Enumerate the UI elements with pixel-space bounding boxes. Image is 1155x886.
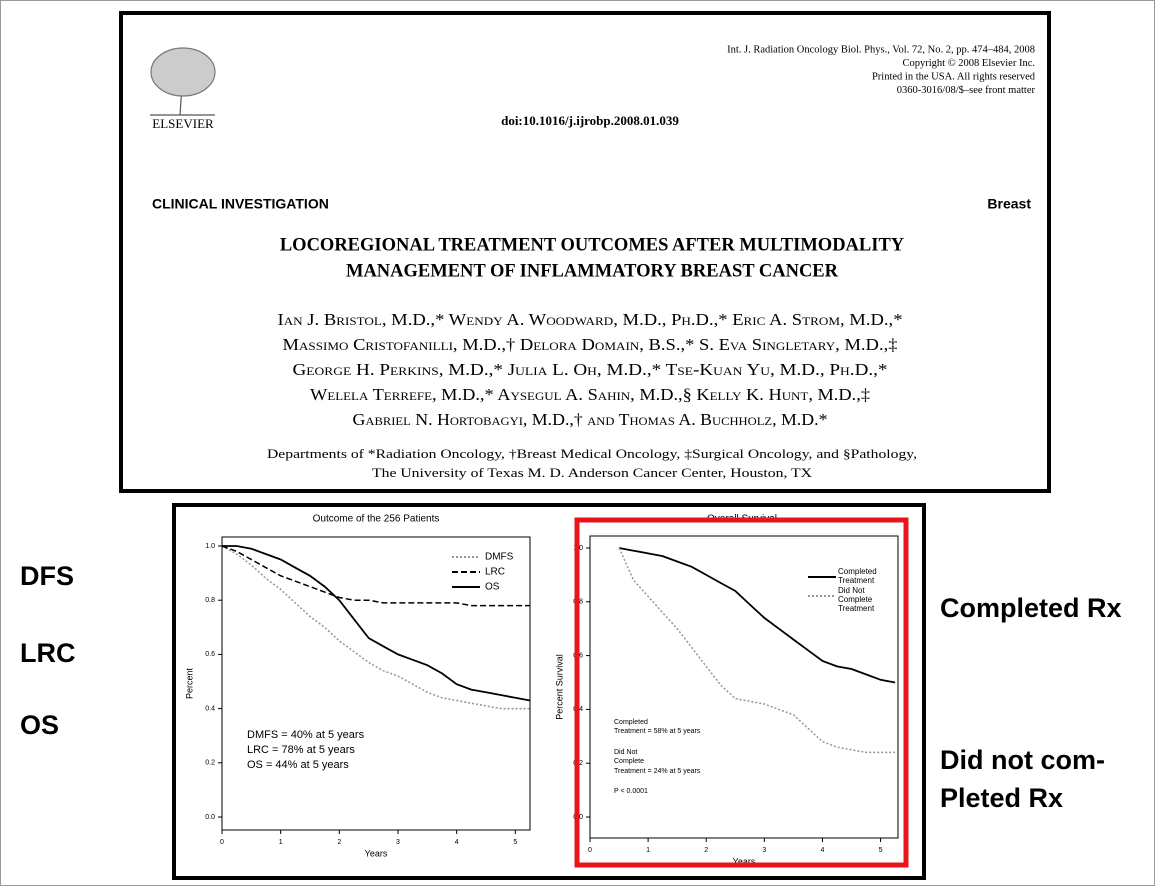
journal-line: Printed in the USA. All rights reserved [872, 71, 1036, 82]
author-line: Welela Terrefe, M.D.,* Aysegul A. Sahin,… [310, 385, 870, 404]
author-line: Ian J. Bristol, M.D.,* Wendy A. Woodward… [278, 310, 903, 329]
x-tick-label: 1 [279, 839, 283, 846]
x-tick-label: 1 [646, 847, 650, 854]
x-tick-label: 2 [704, 847, 708, 854]
legend-entry: Did Not Complete Treatment [838, 586, 875, 613]
x-tick-label: 3 [762, 847, 766, 854]
legend-label: LRC [485, 567, 505, 578]
chart-title: Outcome of the 256 Patients [313, 514, 440, 525]
annotation: Treatment = 58% at 5 years [614, 728, 701, 735]
x-axis-label: Years [733, 856, 756, 866]
survival-curve [222, 545, 531, 702]
survival-curve [221, 545, 530, 607]
annotation: Complete [614, 758, 644, 765]
y-tick-label: 0.4 [205, 705, 215, 712]
annotation: LRC = 78% at 5 years [247, 744, 355, 756]
doi: doi:10.1016/j.ijrobp.2008.01.039 [501, 113, 679, 128]
x-tick-label: 2 [337, 839, 341, 846]
y-axis-label: Percent [184, 667, 194, 699]
plot-frame [589, 535, 899, 839]
side-label: Completed Rx [940, 593, 1122, 623]
annotation: Treatment = 24% at 5 years [614, 768, 701, 775]
survival-curve [618, 547, 896, 754]
x-tick-label: 0 [588, 847, 592, 854]
x-tick-label: 5 [879, 847, 883, 854]
y-tick-label: 0.6 [205, 651, 215, 658]
x-tick-label: 4 [455, 839, 459, 846]
author-line: Massimo Cristofanilli, M.D.,† Delora Dom… [283, 335, 898, 354]
legend-label: Completed Treatment [838, 567, 877, 585]
x-tick-label: 3 [396, 839, 400, 846]
publisher: ELSEVIER [152, 116, 214, 131]
author-line: Gabriel N. Hortobagyi, M.D.,† and Thomas… [353, 410, 828, 429]
annotation: Did Not [614, 749, 637, 756]
x-axis-label: Years [365, 848, 388, 858]
figure-box [172, 503, 926, 880]
annotation: Completed [614, 719, 648, 726]
author-line: George H. Perkins, M.D.,* Julia L. Oh, M… [293, 360, 888, 379]
section: CLINICAL INVESTIGATION [152, 196, 329, 212]
journal-line: Int. J. Radiation Oncology Biol. Phys., … [727, 44, 1035, 55]
side-label: DFS [20, 561, 74, 591]
plot-frame [221, 536, 531, 831]
side-label: LRC [20, 638, 76, 668]
highlight-box [574, 517, 909, 868]
side-label: OS [20, 710, 59, 740]
y-axis-label: Percent Survival [554, 654, 564, 720]
title-line: LOCOREGIONAL TREATMENT OUTCOMES AFTER MU… [280, 235, 905, 255]
annotation: P < 0.0001 [614, 788, 648, 795]
title-line: MANAGEMENT OF INFLAMMATORY BREAST CANCER [346, 261, 839, 281]
journal-line: Copyright © 2008 Elsevier Inc. [903, 58, 1036, 69]
publisher-logo [150, 47, 216, 116]
affiliation-line: Departments of *Radiation Oncology, †Bre… [267, 446, 917, 461]
side-label: Pleted Rx [940, 783, 1063, 813]
x-tick-label: 5 [513, 839, 517, 846]
paper-header-box [119, 11, 1051, 493]
x-tick-label: 4 [820, 847, 824, 854]
annotation: DMFS = 40% at 5 years [247, 729, 365, 741]
y-tick-label: 1.0 [205, 543, 215, 550]
y-tick-label: 0.2 [205, 760, 215, 767]
affiliation-line: The University of Texas M. D. Anderson C… [372, 465, 813, 480]
legend-label: OS [485, 582, 500, 593]
x-tick-label: 0 [220, 839, 224, 846]
survival-curve [221, 545, 530, 710]
legend-entry: Completed Treatment [838, 567, 877, 585]
topic: Breast [987, 196, 1031, 212]
survival-curve [618, 547, 896, 684]
y-tick-label: 0.8 [205, 597, 215, 604]
annotation: OS = 44% at 5 years [247, 759, 349, 771]
legend-label: DMFS [485, 552, 514, 563]
y-tick-label: 0.0 [205, 814, 215, 821]
side-label: Did not com- [940, 745, 1105, 775]
legend-label: Did Not Complete Treatment [838, 586, 875, 613]
journal-line: 0360-3016/08/$–see front matter [897, 85, 1036, 96]
